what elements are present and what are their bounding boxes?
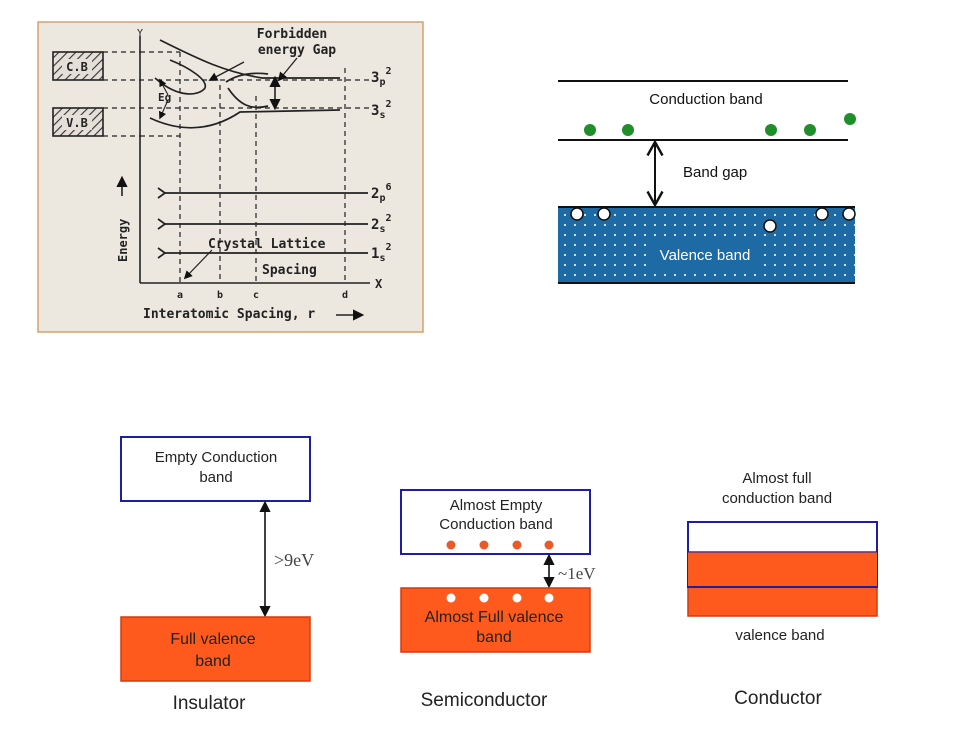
semiconductor-conduction-box — [400, 489, 591, 555]
insulator-valence-box — [120, 616, 311, 682]
insulator-gap-label: >9eV — [274, 550, 314, 570]
semiconductor-gap-label: ~1eV — [558, 564, 596, 583]
insulator-bottom-label-1: Full valence — [170, 631, 255, 648]
conduction-band-label: Conduction band — [649, 91, 762, 108]
band-gap-panel: Conduction band Band gap Valence band — [558, 80, 856, 284]
hole — [479, 593, 489, 603]
core-levels — [157, 187, 368, 259]
level-1s-main: 1 — [371, 246, 379, 262]
valence-band-label: Valence band — [660, 247, 751, 264]
conductor-top-label-2: conduction band — [722, 490, 832, 507]
band-gap-label: Band gap — [683, 164, 747, 181]
free-electrons — [584, 113, 856, 136]
x-axis-letter: X — [375, 277, 383, 291]
semiconductor-caption: Semiconductor — [421, 690, 548, 711]
vb-label: V.B — [66, 116, 88, 130]
title-pointer-2 — [208, 61, 245, 81]
hole — [842, 207, 856, 221]
insulator-top-label-2: band — [199, 469, 232, 486]
semiconductor-bottom-label-2: band — [476, 629, 512, 646]
insulator-caption: Insulator — [173, 693, 247, 714]
conductor-diagram: Almost full conduction band valence band… — [687, 470, 878, 709]
hole — [570, 207, 584, 221]
valence-holes — [446, 593, 554, 603]
eg-arrow-up — [159, 78, 169, 96]
electron — [544, 540, 554, 550]
semiconductor-valence-box — [400, 587, 591, 653]
electron — [512, 540, 522, 550]
dashed-guides — [103, 51, 370, 283]
eg-label: Eg — [158, 91, 171, 104]
tick-a: a — [177, 290, 183, 301]
level-1s-sub: s — [379, 253, 385, 264]
conductor-top-label-1: Almost full — [742, 470, 811, 487]
level-2s-sub: s — [379, 224, 385, 235]
lattice-label-2: Spacing — [262, 263, 317, 278]
level-3p-main: 3 — [371, 70, 379, 86]
hole — [544, 593, 554, 603]
electron — [479, 540, 489, 550]
hole — [597, 207, 611, 221]
tick-d: d — [342, 290, 348, 301]
level-3s-sup: 2 — [385, 99, 391, 110]
electron — [765, 124, 777, 136]
holes — [570, 207, 856, 233]
semiconductor-diagram: Almost Empty Conduction band ~1eV Almost… — [400, 489, 596, 711]
electron — [584, 124, 596, 136]
semiconductor-bottom-label-1: Almost Full valence — [425, 609, 564, 626]
insulator-bottom-label-2: band — [195, 653, 231, 670]
electron — [446, 540, 456, 550]
forbidden-label-2: energy Gap — [258, 43, 336, 58]
level-2p-sup: 6 — [385, 182, 391, 193]
x-axis-label: Interatomic Spacing, r — [143, 307, 315, 322]
hole — [512, 593, 522, 603]
conductor-bottom-label: valence band — [735, 627, 824, 644]
title-pointer — [277, 57, 298, 82]
semiconductor-top-label-2: Conduction band — [439, 516, 552, 533]
conduction-electrons — [446, 540, 554, 550]
electron — [804, 124, 816, 136]
level-3p-sub: p — [379, 77, 385, 88]
lattice-label-1: Crystal Lattice — [208, 237, 326, 252]
cb-label: C.B — [66, 60, 88, 74]
level-3s-main: 3 — [371, 103, 379, 119]
svg-text:2s2: 2s2 — [371, 213, 392, 235]
svg-text:3p2: 3p2 — [371, 66, 392, 88]
level-1s-sup: 2 — [385, 242, 391, 253]
electron — [844, 113, 856, 125]
level-3p-sup: 2 — [385, 66, 391, 77]
electron — [622, 124, 634, 136]
spacing-ticks: a b c d — [177, 290, 348, 301]
insulator-diagram: Empty Conduction band >9eV Full valence … — [120, 436, 314, 714]
lattice-pointer — [183, 249, 213, 280]
y-axis-label: Energy — [116, 219, 130, 262]
insulator-conduction-box — [120, 436, 311, 502]
level-2s-main: 2 — [371, 217, 379, 233]
hole — [446, 593, 456, 603]
svg-text:3s2: 3s2 — [371, 99, 392, 121]
tick-c: c — [253, 290, 259, 301]
level-labels: 3p2 3s2 2p6 2s2 1s2 — [371, 66, 392, 264]
level-3s-sub: s — [379, 110, 385, 121]
eg-arrow-down — [158, 99, 169, 120]
svg-text:1s2: 1s2 — [371, 242, 392, 264]
level-2s-sup: 2 — [385, 213, 391, 224]
conductor-caption: Conductor — [734, 688, 822, 709]
hole — [763, 219, 777, 233]
insulator-top-label-1: Empty Conduction — [155, 449, 278, 466]
hole — [815, 207, 829, 221]
y-axis-letter: Y — [137, 28, 143, 39]
level-2p-main: 2 — [371, 186, 379, 202]
energy-spacing-panel: Y X C.B V.B — [37, 21, 424, 333]
level-2p-sub: p — [379, 193, 385, 204]
semiconductor-top-label-1: Almost Empty — [450, 497, 543, 514]
svg-text:2p6: 2p6 — [371, 182, 392, 204]
band-curves — [149, 39, 341, 129]
forbidden-label-1: Forbidden — [257, 27, 327, 42]
tick-b: b — [217, 290, 223, 301]
